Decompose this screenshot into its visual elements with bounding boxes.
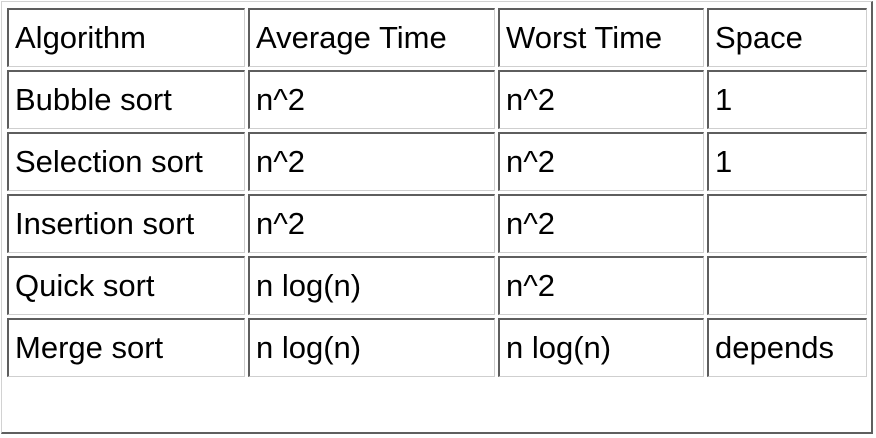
header-algorithm: Algorithm <box>7 8 245 67</box>
header-worst-time: Worst Time <box>498 8 704 67</box>
cell-algorithm: Bubble sort <box>7 70 245 129</box>
cell-average-time: n log(n) <box>248 256 495 315</box>
cell-worst-time: n^2 <box>498 194 704 253</box>
cell-worst-time: n log(n) <box>498 318 704 377</box>
cell-space: 1 <box>707 70 867 129</box>
table-row: Merge sort n log(n) n log(n) depends <box>7 318 867 377</box>
cell-worst-time: n^2 <box>498 256 704 315</box>
header-space: Space <box>707 8 867 67</box>
cell-average-time: n^2 <box>248 70 495 129</box>
cell-space: 1 <box>707 132 867 191</box>
cell-worst-time: n^2 <box>498 70 704 129</box>
cell-average-time: n^2 <box>248 132 495 191</box>
cell-space: depends <box>707 318 867 377</box>
sorting-algorithms-table: Algorithm Average Time Worst Time Space … <box>4 5 870 380</box>
cell-average-time: n^2 <box>248 194 495 253</box>
cell-algorithm: Insertion sort <box>7 194 245 253</box>
cell-algorithm: Selection sort <box>7 132 245 191</box>
table-row: Insertion sort n^2 n^2 <box>7 194 867 253</box>
cell-space <box>707 194 867 253</box>
table-row: Bubble sort n^2 n^2 1 <box>7 70 867 129</box>
cell-algorithm: Quick sort <box>7 256 245 315</box>
cell-worst-time: n^2 <box>498 132 704 191</box>
header-average-time: Average Time <box>248 8 495 67</box>
table-row: Selection sort n^2 n^2 1 <box>7 132 867 191</box>
cell-average-time: n log(n) <box>248 318 495 377</box>
cell-algorithm: Merge sort <box>7 318 245 377</box>
table-header-row: Algorithm Average Time Worst Time Space <box>7 8 867 67</box>
cell-space <box>707 256 867 315</box>
table-row: Quick sort n log(n) n^2 <box>7 256 867 315</box>
